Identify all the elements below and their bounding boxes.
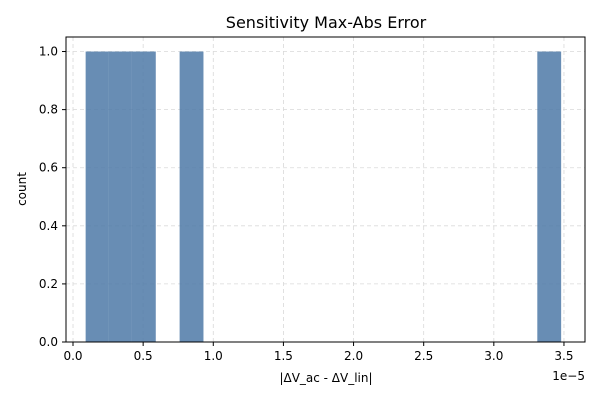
x-tick-label: 1.0 [204,349,223,363]
x-tick-label: 3.5 [554,349,573,363]
histogram-bar [131,51,156,343]
x-tick-label: 0.5 [134,349,153,363]
x-axis-label: |ΔV_ac - ΔV_lin| [279,371,372,385]
x-axis-offset-label: 1e−5 [552,369,585,383]
ticks: 0.0 0.5 1.0 1.5 2.0 2.5 3.0 3.5 0.0 0.2 0.4 0.6 0.8 1… [39,45,574,363]
plot-frame [65,36,586,343]
x-tick-label: 1.5 [274,349,293,363]
x-tick-label: 0.0 [63,349,82,363]
y-tick-label: 0.8 [39,103,58,117]
y-axis-label: count [15,172,29,206]
axes [65,36,586,343]
x-tick-label: 2.5 [414,349,433,363]
histogram-bar [537,51,562,343]
y-tick-label: 0.6 [39,161,58,175]
x-tick-label: 2.0 [344,349,363,363]
histogram-bar [179,51,204,343]
histogram-bar [85,51,109,343]
bars [85,51,562,343]
y-tick-label: 0.2 [39,277,58,291]
y-tick-label: 1.0 [39,45,58,59]
chart-title: Sensitivity Max-Abs Error [226,13,427,32]
y-tick-label: 0.0 [39,335,58,349]
histogram-bar [108,51,132,343]
y-tick-label: 0.4 [39,219,58,233]
x-tick-label: 3.0 [484,349,503,363]
